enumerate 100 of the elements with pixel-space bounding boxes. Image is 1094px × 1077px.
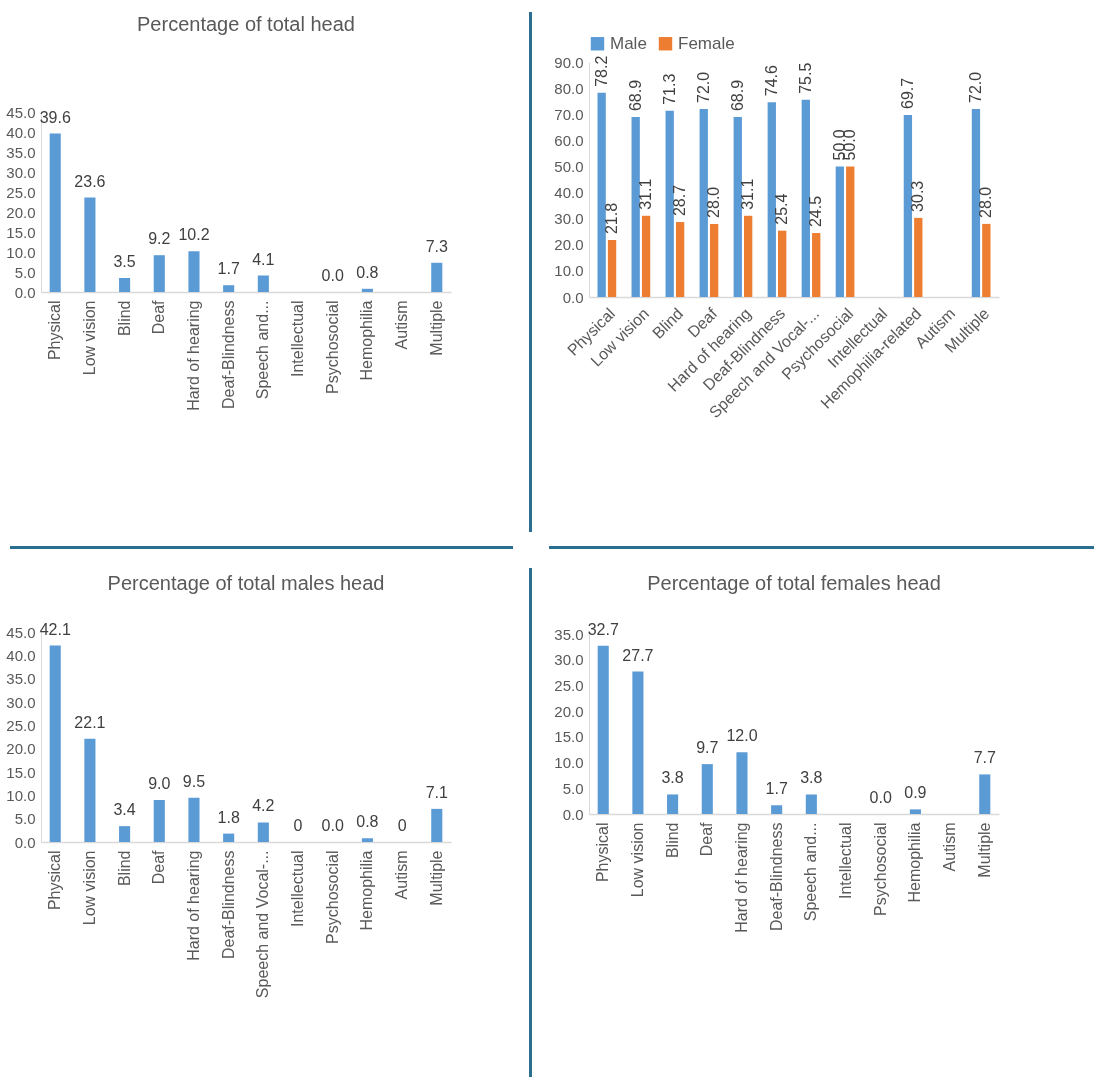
data-label: 22.1 [74, 713, 106, 731]
bar [607, 240, 617, 297]
y-tick-label: 10.0 [6, 243, 36, 261]
x-tick-label: Deaf-Blindness [219, 850, 237, 959]
y-tick-label: 5.0 [14, 810, 36, 828]
bar [675, 222, 685, 297]
x-tick-label: Low vision [80, 300, 98, 376]
y-tick-label: 15.0 [554, 728, 584, 746]
x-tick-label: Intellectual [289, 300, 307, 377]
x-tick-label: Hemophilia [358, 850, 376, 931]
bar [49, 133, 61, 292]
bar [257, 275, 269, 292]
data-label: 75.5 [796, 62, 814, 94]
bar [667, 794, 679, 814]
bar [835, 166, 844, 297]
bar [119, 826, 131, 842]
y-tick-label: 0.0 [562, 805, 584, 823]
y-tick-label: 35.0 [6, 143, 36, 161]
y-tick-label: 50.0 [554, 157, 584, 175]
data-label: 23.6 [74, 172, 106, 190]
x-tick-label: Intellectual [289, 850, 307, 927]
bar [631, 117, 640, 297]
data-label: 78.2 [592, 55, 610, 87]
x-tick-label: Multiple [427, 850, 445, 906]
data-label: 4.2 [252, 797, 275, 815]
data-label: 42.1 [39, 620, 71, 638]
bar [632, 671, 644, 814]
bar [979, 774, 991, 814]
data-label: 30.3 [909, 180, 927, 212]
data-label: 72.0 [694, 71, 712, 103]
x-tick-label: Hard of hearing [184, 850, 202, 961]
y-tick-label: 10.0 [554, 262, 584, 280]
y-tick-label: 40.0 [6, 646, 36, 664]
data-label: 0.0 [321, 267, 344, 284]
x-tick-label: Hemophilia [906, 822, 924, 903]
y-tick-label: 90.0 [554, 53, 584, 71]
data-label: 28.0 [977, 186, 995, 218]
y-tick-label: 30.0 [6, 163, 36, 181]
y-tick-label: 5.0 [562, 779, 584, 797]
data-label: 72.0 [966, 71, 984, 103]
y-tick-label: 10.0 [6, 786, 36, 804]
x-tick-label: Speech and... [254, 300, 272, 400]
bar [778, 230, 787, 297]
bar [597, 645, 609, 814]
x-tick-label: Multiple [975, 822, 993, 878]
bar [903, 115, 913, 297]
data-label: 0 [293, 817, 303, 834]
data-label: 27.7 [622, 646, 654, 664]
bar [914, 217, 923, 297]
y-tick-label: 40.0 [6, 123, 36, 141]
bar [771, 805, 783, 814]
bar [699, 109, 708, 297]
x-tick-label: Blind [663, 822, 681, 859]
bar [431, 262, 443, 292]
x-tick-label: Autism [941, 822, 959, 872]
y-tick-label: 35.0 [6, 670, 36, 688]
bar [701, 764, 713, 814]
y-tick-label: 80.0 [554, 79, 584, 97]
bar [597, 92, 606, 297]
x-tick-label: Hard of hearing [184, 300, 202, 411]
x-tick-label: Low vision [80, 850, 98, 926]
y-tick-label: 45.0 [6, 103, 36, 121]
x-tick-label: Deaf [698, 821, 716, 857]
y-tick-label: 25.0 [554, 676, 584, 694]
data-label: 1.7 [217, 260, 240, 278]
bar [223, 833, 235, 842]
data-label: 3.8 [800, 769, 823, 787]
data-label: 68.9 [626, 79, 644, 112]
bar [49, 645, 61, 842]
x-tick-label: Blind [115, 300, 133, 337]
data-label: 0.0 [869, 789, 892, 806]
y-tick-label: 35.0 [554, 625, 584, 643]
y-tick-label: 40.0 [554, 184, 584, 202]
bar [846, 166, 855, 297]
x-tick-label: Psychosocial [871, 822, 889, 916]
data-label: 7.3 [425, 237, 448, 255]
data-label: 31.1 [739, 178, 757, 210]
bar [361, 838, 373, 842]
data-label: 1.8 [217, 808, 240, 826]
data-label: 0.8 [356, 813, 379, 831]
y-tick-label: 5.0 [14, 263, 36, 281]
y-tick-label: 15.0 [6, 763, 36, 781]
bar [188, 797, 200, 842]
data-label: 28.0 [705, 186, 723, 218]
bar [971, 109, 981, 297]
bar [431, 808, 443, 842]
bar [736, 752, 748, 814]
data-label: 21.8 [603, 202, 621, 235]
x-tick-label: Physical [594, 822, 612, 883]
bar [982, 223, 991, 297]
data-label: 9.2 [148, 230, 171, 248]
bar [223, 285, 235, 292]
x-tick-label: Psychosocial [323, 300, 341, 394]
y-tick-label: 30.0 [554, 210, 584, 228]
y-tick-label: 70.0 [554, 105, 584, 123]
data-label: 28.7 [671, 184, 689, 217]
data-label: 1.7 [765, 780, 788, 798]
data-label: 0.8 [356, 263, 379, 281]
bar [641, 215, 651, 297]
y-tick-label: 45.0 [6, 623, 36, 641]
